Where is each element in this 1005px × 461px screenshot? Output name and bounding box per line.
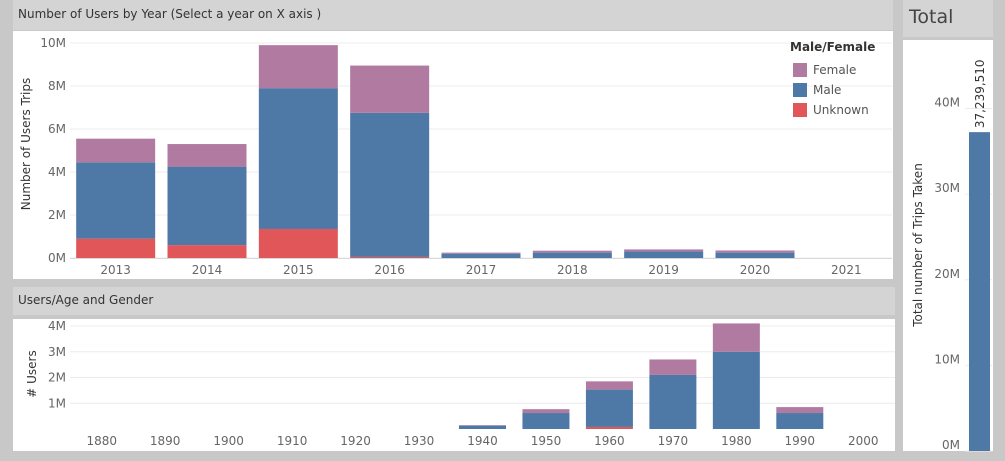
bar-segment-female[interactable] (649, 359, 697, 375)
bar-segment-male[interactable] (712, 351, 760, 429)
x-tick-label[interactable]: 2013 (100, 263, 131, 277)
y-axis-title: # Users (25, 350, 39, 397)
bar-segment-male[interactable] (585, 389, 633, 427)
legend-item-female[interactable]: Female (790, 60, 875, 80)
bar-segment-female[interactable] (76, 138, 156, 163)
bar-segment-female[interactable] (459, 425, 506, 426)
y-tick-label: 2M (48, 371, 66, 385)
x-tick-label[interactable]: 2021 (831, 263, 862, 277)
legend-swatch-male (793, 83, 807, 97)
bar-segment-female[interactable] (167, 144, 247, 167)
y-tick-label: 10M (934, 352, 960, 366)
bar-segment-unknown[interactable] (585, 426, 633, 429)
bar-segment-female[interactable] (441, 252, 521, 254)
y-tick-label: 0M (48, 251, 66, 265)
top-chart-title: Number of Users by Year (Select a year o… (18, 7, 322, 21)
x-tick-label[interactable]: 2016 (374, 263, 405, 277)
total-panel-header: Total (903, 0, 993, 37)
y-tick-label: 2M (48, 208, 66, 222)
bar-segment-female[interactable] (532, 250, 612, 253)
y-tick-label: 40M (934, 96, 960, 110)
bar-segment-female[interactable] (712, 323, 760, 352)
bar-segment-male[interactable] (441, 253, 521, 258)
top-panel-header: Number of Users by Year (Select a year o… (13, 0, 893, 30)
bar-segment-unknown[interactable] (350, 256, 430, 258)
legend-label-female: Female (813, 63, 857, 77)
x-tick-label[interactable]: 1950 (531, 434, 562, 448)
y-tick-label: 3M (48, 345, 66, 359)
legend-label-male: Male (813, 83, 842, 97)
top-chart-panel (13, 31, 893, 279)
bottom-panel-header: Users/Age and Gender (13, 287, 895, 315)
bar-segment-male[interactable] (715, 252, 795, 258)
legend-item-male[interactable]: Male (790, 80, 875, 100)
x-tick-label[interactable]: 2019 (648, 263, 679, 277)
bar-segment-male[interactable] (350, 112, 430, 257)
bar-segment-male[interactable] (776, 413, 824, 429)
x-tick-label[interactable]: 1940 (467, 434, 498, 448)
legend-label-unknown: Unknown (813, 103, 869, 117)
y-tick-label: 8M (48, 79, 66, 93)
bar-segment-female[interactable] (350, 65, 430, 113)
bar-segment-female[interactable] (258, 45, 338, 89)
x-tick-label[interactable]: 1960 (594, 434, 625, 448)
legend-title: Male/Female (790, 40, 876, 54)
bar-segment-male[interactable] (522, 413, 570, 429)
x-tick-label[interactable]: 1970 (658, 434, 689, 448)
total-title: Total (909, 6, 954, 28)
total-bar[interactable] (969, 132, 990, 451)
x-tick-label[interactable]: 2015 (283, 263, 314, 277)
bar-segment-unknown[interactable] (76, 238, 156, 258)
bar-segment-male[interactable] (649, 374, 697, 429)
bar-segment-male[interactable] (532, 252, 612, 258)
x-tick-label[interactable]: 2014 (192, 263, 223, 277)
x-tick-label[interactable]: 1890 (150, 434, 181, 448)
bar-segment-female[interactable] (624, 249, 704, 252)
bar-segment-female[interactable] (522, 409, 570, 414)
legend-swatch-unknown (793, 103, 807, 117)
x-tick-label[interactable]: 1980 (721, 434, 752, 448)
x-tick-label[interactable]: 1930 (404, 434, 435, 448)
bar-segment-male[interactable] (167, 166, 247, 246)
total-data-label: 37,239,510 (973, 59, 987, 128)
y-tick-label: 0M (942, 438, 960, 452)
x-tick-label[interactable]: 1910 (277, 434, 308, 448)
x-tick-label[interactable]: 2018 (557, 263, 588, 277)
legend-swatch-female (793, 63, 807, 77)
y-tick-label: 4M (48, 165, 66, 179)
bar-segment-unknown[interactable] (167, 245, 247, 258)
legend-item-unknown[interactable]: Unknown (790, 100, 875, 120)
bar-segment-unknown[interactable] (258, 228, 338, 258)
x-tick-label[interactable]: 1920 (340, 434, 371, 448)
x-tick-label[interactable]: 1900 (213, 434, 244, 448)
y-tick-label: 4M (48, 319, 66, 333)
bar-segment-male[interactable] (76, 162, 156, 239)
y-tick-label: 1M (48, 396, 66, 410)
x-tick-label[interactable]: 1990 (785, 434, 816, 448)
x-tick-label[interactable]: 1880 (86, 434, 117, 448)
gender-legend: Male/Female Female Male Unknown (790, 40, 875, 120)
bar-segment-male[interactable] (624, 251, 704, 258)
bar-segment-female[interactable] (585, 381, 633, 390)
x-tick-label[interactable]: 2020 (740, 263, 771, 277)
y-axis-title: Total number of Trips Taken (911, 163, 925, 328)
y-tick-label: 20M (934, 267, 960, 281)
y-axis-title: Number of Users Trips (19, 78, 33, 211)
bottom-chart-title: Users/Age and Gender (18, 293, 154, 307)
y-tick-label: 30M (934, 181, 960, 195)
bar-segment-female[interactable] (715, 250, 795, 253)
y-tick-label: 6M (48, 122, 66, 136)
x-tick-label[interactable]: 2017 (466, 263, 497, 277)
bar-segment-female[interactable] (776, 407, 824, 414)
bar-segment-male[interactable] (459, 425, 506, 429)
y-tick-label: 10M (40, 36, 66, 50)
bar-segment-male[interactable] (258, 88, 338, 229)
x-tick-label[interactable]: 2000 (848, 434, 879, 448)
